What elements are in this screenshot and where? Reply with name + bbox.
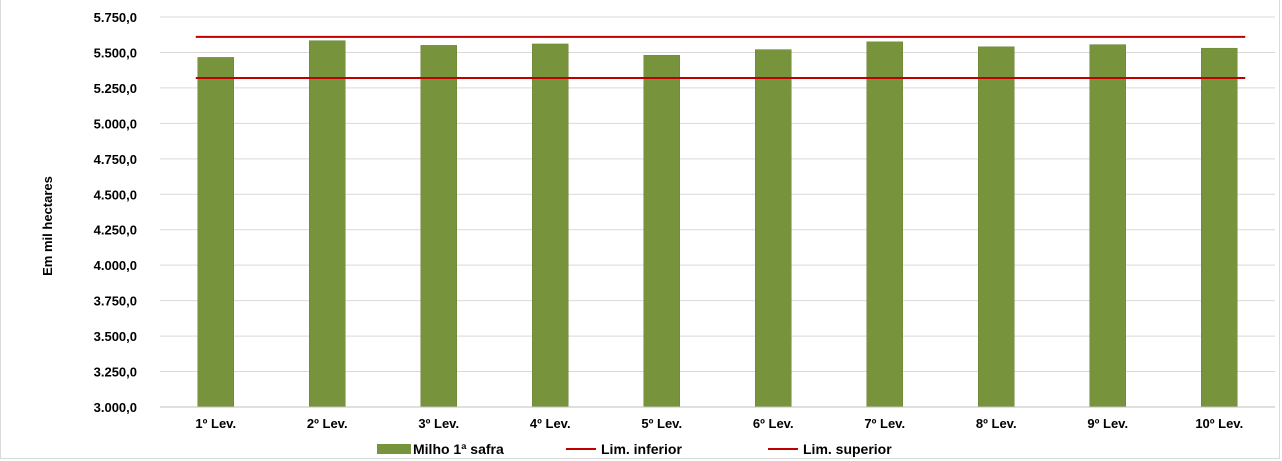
- bar: [197, 57, 234, 408]
- x-tick-label: 2º Lev.: [307, 416, 348, 431]
- x-tick-label: 3º Lev.: [418, 416, 459, 431]
- x-tick-label: 1º Lev.: [195, 416, 236, 431]
- limit-lines: [195, 35, 1246, 79]
- legend-label: Milho 1ª safra: [413, 441, 504, 457]
- legend-item-lim-superior: Lim. superior: [768, 441, 892, 457]
- axes: 3.000,0 3.250,0 3.500,0 3.750,0 4.000,0 4.250…: [94, 10, 1275, 431]
- legend-swatch: [377, 444, 411, 454]
- y-tick-label: 4.750,0: [94, 152, 137, 167]
- x-tick-label: 5º Lev.: [641, 416, 682, 431]
- legend-label: Lim. superior: [803, 441, 892, 457]
- legend-item-lim-inferior: Lim. inferior: [566, 441, 682, 457]
- y-tick-label: 3.250,0: [94, 365, 137, 380]
- legend: Milho 1ª safra Lim. inferior Lim. superior: [377, 441, 892, 457]
- legend-label: Lim. inferior: [601, 441, 682, 457]
- gridlines: [160, 16, 1275, 408]
- y-tick-label: 5.250,0: [94, 81, 137, 96]
- bar: [1089, 44, 1126, 408]
- y-tick-label: 5.500,0: [94, 45, 137, 60]
- x-tick-label: 10º Lev.: [1195, 416, 1243, 431]
- bar: [866, 41, 903, 408]
- y-tick-label: 4.250,0: [94, 223, 137, 238]
- bar: [420, 45, 457, 408]
- y-tick-label: 4.500,0: [94, 187, 137, 202]
- bar: [978, 46, 1015, 408]
- x-tick-label: 7º Lev.: [864, 416, 905, 431]
- x-tick-label: 8º Lev.: [976, 416, 1017, 431]
- bars: [197, 40, 1238, 408]
- y-axis-title: Em mil hectares: [40, 176, 55, 276]
- bar: [532, 43, 569, 408]
- bar: [309, 40, 346, 408]
- y-tick-label: 3.750,0: [94, 294, 137, 309]
- x-tick-label: 4º Lev.: [530, 416, 571, 431]
- y-tick-label: 3.000,0: [94, 400, 137, 415]
- y-tick-label: 5.000,0: [94, 116, 137, 131]
- y-tick-label: 5.750,0: [94, 10, 137, 25]
- legend-item-milho: Milho 1ª safra: [377, 441, 504, 457]
- y-tick-label: 4.000,0: [94, 258, 137, 273]
- x-tick-label: 9º Lev.: [1087, 416, 1128, 431]
- y-tick-label: 3.500,0: [94, 329, 137, 344]
- x-tick-label: 6º Lev.: [753, 416, 794, 431]
- bar: [755, 49, 792, 408]
- bar: [1201, 47, 1238, 408]
- bar: [643, 55, 680, 408]
